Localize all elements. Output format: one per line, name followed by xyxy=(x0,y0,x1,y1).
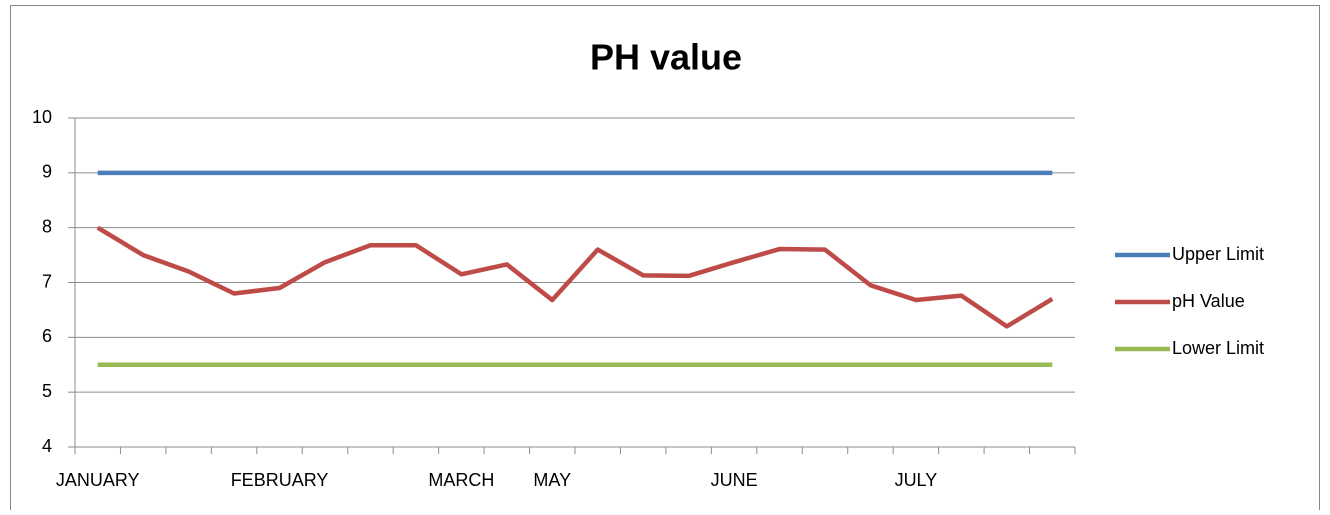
y-tick-label: 8 xyxy=(42,216,52,236)
y-tick-label: 4 xyxy=(42,436,52,456)
x-tick-label: JULY xyxy=(895,470,938,490)
chart-frame xyxy=(10,5,1320,515)
y-tick-label: 10 xyxy=(32,107,52,127)
y-tick-label: 6 xyxy=(42,326,52,346)
y-tick-label: 5 xyxy=(42,381,52,401)
x-tick-label: FEBRUARY xyxy=(231,470,329,490)
x-tick-label: JANUARY xyxy=(56,470,140,490)
legend-label: Upper Limit xyxy=(1172,244,1264,264)
y-tick-label: 7 xyxy=(42,271,52,291)
x-tick-label: MAY xyxy=(533,470,571,490)
legend-label: Lower Limit xyxy=(1172,338,1264,358)
x-tick-label: MARCH xyxy=(428,470,494,490)
chart-title: PH value xyxy=(590,37,742,78)
x-tick-label: JUNE xyxy=(711,470,758,490)
series-line xyxy=(96,225,1054,329)
legend-label: pH Value xyxy=(1172,291,1245,311)
y-tick-label: 9 xyxy=(42,162,52,182)
